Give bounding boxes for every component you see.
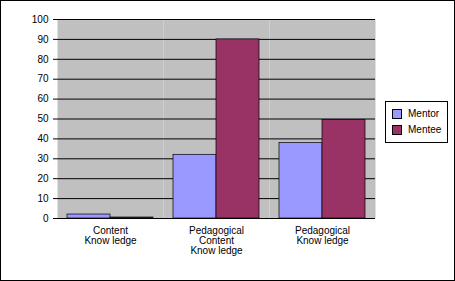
svg-text:100: 100 — [32, 14, 49, 25]
svg-text:90: 90 — [37, 34, 49, 45]
svg-text:PedagogicalKnow ledge: PedagogicalKnow ledge — [295, 225, 350, 246]
svg-text:80: 80 — [37, 54, 49, 65]
svg-text:40: 40 — [37, 133, 49, 144]
svg-text:20: 20 — [37, 173, 49, 184]
svg-text:0: 0 — [43, 213, 49, 224]
html-text:Mentee: Mentee — [408, 124, 442, 135]
html-text:Mentor: Mentor — [408, 108, 440, 119]
svg-text:30: 30 — [37, 153, 49, 164]
svg-text:70: 70 — [37, 73, 49, 84]
svg-text:60: 60 — [37, 93, 49, 104]
svg-text:PedagogicalContentKnow ledge: PedagogicalContentKnow ledge — [189, 225, 244, 256]
svg-text:10: 10 — [37, 193, 49, 204]
svg-text:ContentKnow ledge: ContentKnow ledge — [84, 225, 137, 246]
svg-text:50: 50 — [37, 113, 49, 124]
